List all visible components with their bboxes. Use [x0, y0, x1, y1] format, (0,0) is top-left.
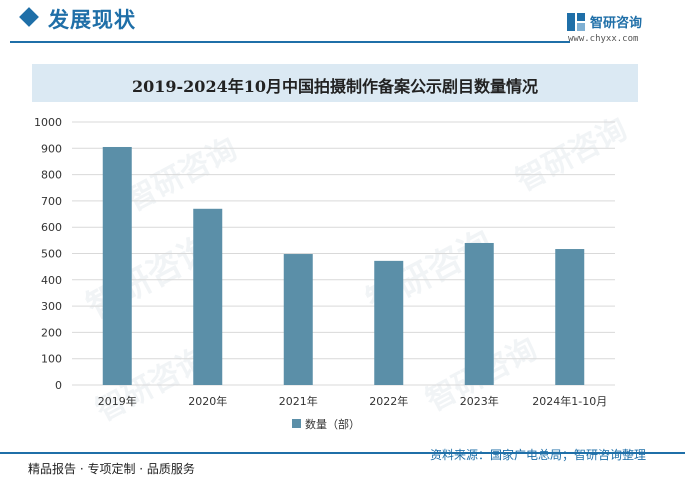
source-note: 资料来源：国家广电总局；智研咨询整理	[430, 448, 647, 462]
y-tick-label: 1000	[34, 116, 62, 129]
y-tick-label: 200	[41, 326, 62, 339]
footer-slogan: 精品报告 · 专项定制 · 品质服务	[28, 462, 195, 476]
x-tick-label: 2023年	[460, 394, 499, 408]
x-tick-label: 2022年	[369, 394, 408, 408]
x-tick-label: 2020年	[188, 394, 227, 408]
logo-icon	[567, 13, 585, 31]
y-tick-label: 400	[41, 274, 62, 287]
x-tick-label: 2024年1-10月	[532, 394, 607, 408]
bar	[374, 260, 404, 385]
chart-title: 2019-2024年10月中国拍摄制作备案公示剧目数量情况	[132, 77, 538, 96]
x-tick-label: 2019年	[98, 394, 137, 408]
x-tick-label: 2021年	[279, 394, 318, 408]
legend-swatch	[292, 419, 301, 428]
section-title: 发展现状	[48, 8, 136, 32]
footer-divider	[0, 452, 685, 454]
y-tick-label: 600	[41, 221, 62, 234]
bar	[555, 249, 585, 385]
header-divider	[10, 41, 570, 43]
y-tick-label: 100	[41, 353, 62, 366]
logo-text: 智研咨询	[590, 16, 643, 31]
chart-title-band: 2019-2024年10月中国拍摄制作备案公示剧目数量情况	[32, 64, 638, 102]
bar	[464, 242, 494, 385]
bar	[102, 146, 132, 385]
logo-url: www.chyxx.com	[568, 34, 639, 44]
diamond-icon	[19, 7, 39, 27]
legend-label: 数量（部）	[305, 417, 360, 431]
y-tick-label: 800	[41, 169, 62, 182]
bar	[193, 208, 223, 385]
y-tick-label: 0	[55, 379, 62, 392]
y-tick-label: 900	[41, 142, 62, 155]
y-tick-label: 500	[41, 248, 62, 261]
brand-logo: 智研咨询 www.chyxx.com	[566, 10, 676, 46]
bar-chart: 0 100 200 300 400 500 600 700 800 900 1000 2019年 202…	[34, 116, 615, 431]
y-tick-label: 300	[41, 300, 62, 313]
section-header: 发展现状	[0, 0, 685, 46]
bar	[283, 254, 313, 385]
y-tick-label: 700	[41, 195, 62, 208]
